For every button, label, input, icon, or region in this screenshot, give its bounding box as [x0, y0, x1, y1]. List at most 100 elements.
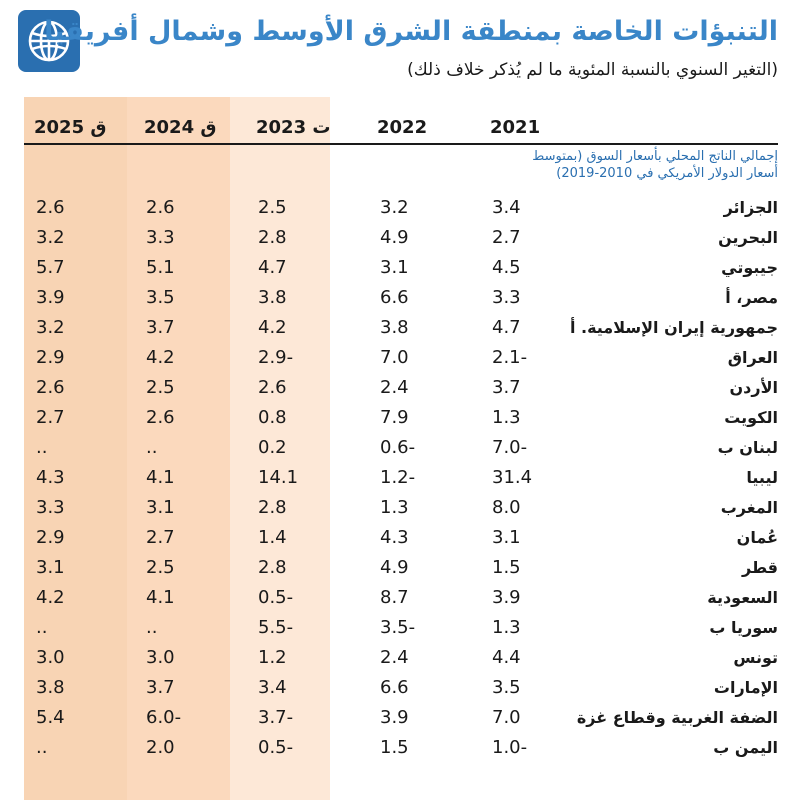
value-2023: 2.6: [258, 377, 287, 398]
country-name: البحرين: [718, 228, 778, 247]
table-row: 2.7 2.6 0.8 7.9 1.3 الكويت: [0, 403, 800, 433]
value-2022: 6.6: [380, 287, 409, 308]
value-2025: 4.2: [36, 587, 65, 608]
value-2022: 7.9: [380, 407, 409, 428]
value-2025: ..: [36, 437, 48, 458]
value-2024: 2.5: [146, 377, 175, 398]
value-2021: 31.4: [492, 467, 533, 488]
value-2021: 1.5: [492, 557, 521, 578]
value-2021: 3.3: [492, 287, 521, 308]
value-2023: 2.8: [258, 227, 287, 248]
value-2023: 14.1: [258, 467, 299, 488]
table-row: 2.9 2.7 1.4 4.3 3.1 عُمان: [0, 523, 800, 553]
value-2024: 5.1: [146, 257, 175, 278]
country-name: العراق: [727, 348, 778, 367]
country-name: تونس: [733, 648, 778, 667]
value-2024: 4.2: [146, 347, 175, 368]
value-2025: 2.6: [36, 377, 65, 398]
table-row: 3.0 3.0 1.2 2.4 4.4 تونس: [0, 643, 800, 673]
value-2022: 2.4: [380, 647, 409, 668]
value-2022: 4.3: [380, 527, 409, 548]
value-2024: 3.1: [146, 497, 175, 518]
page-title: التنبؤات الخاصة بمنطقة الشرق الأوسط وشما…: [44, 16, 778, 47]
table-row: 2.6 2.6 2.5 3.2 3.4 الجزائر: [0, 193, 800, 223]
value-2023: 4.7: [258, 257, 287, 278]
country-name: لبنان ب: [717, 438, 778, 457]
value-2023: 5.5-: [258, 617, 294, 638]
value-2023: 3.4: [258, 677, 287, 698]
value-2022: 6.6: [380, 677, 409, 698]
value-2025: 3.3: [36, 497, 65, 518]
value-2024: 2.7: [146, 527, 175, 548]
country-name: سوريا ب: [709, 618, 778, 637]
column-header-2025: 2025 ق: [34, 117, 107, 138]
value-2024: 6.0-: [146, 707, 182, 728]
value-2022: 4.9: [380, 227, 409, 248]
value-2025: ..: [36, 737, 48, 758]
value-2025: 3.2: [36, 227, 65, 248]
value-2021: 3.4: [492, 197, 521, 218]
value-2023: 0.8: [258, 407, 287, 428]
value-2022: 3.2: [380, 197, 409, 218]
value-2021: 1.0-: [492, 737, 528, 758]
table-row: 3.3 3.1 2.8 1.3 8.0 المغرب: [0, 493, 800, 523]
value-2021: 1.3: [492, 407, 521, 428]
page-subtitle: (التغير السنوي بالنسبة المئوية ما لم يُذ…: [407, 60, 778, 80]
table-row: 4.3 4.1 14.1 1.2- 31.4 ليبيا: [0, 463, 800, 493]
country-name: ليبيا: [746, 468, 778, 487]
value-2024: ..: [146, 617, 158, 638]
value-2023: 0.5-: [258, 737, 294, 758]
value-2025: 2.9: [36, 527, 65, 548]
table-row: 3.1 2.5 2.8 4.9 1.5 قطر: [0, 553, 800, 583]
country-name: اليمن ب: [713, 738, 778, 757]
value-2021: 4.4: [492, 647, 521, 668]
value-2023: 1.4: [258, 527, 287, 548]
value-2023: 4.2: [258, 317, 287, 338]
table-row: 5.7 5.1 4.7 3.1 4.5 جيبوتي: [0, 253, 800, 283]
table-row: 5.4 6.0- 3.7- 3.9 7.0 الضفة الغربية وقطاع غزة: [0, 703, 800, 733]
value-2021: 7.0: [492, 707, 521, 728]
value-2024: ..: [146, 437, 158, 458]
value-2024: 3.5: [146, 287, 175, 308]
value-2025: 3.9: [36, 287, 65, 308]
value-2021: 1.3: [492, 617, 521, 638]
value-2024: 4.1: [146, 587, 175, 608]
value-2022: 7.0: [380, 347, 409, 368]
country-name: الأردن: [729, 378, 778, 397]
value-2022: 3.1: [380, 257, 409, 278]
value-2022: 0.6-: [380, 437, 416, 458]
country-name: السعودية: [707, 588, 778, 607]
estimate-column-band-2023: [230, 97, 330, 800]
value-2021: 3.5: [492, 677, 521, 698]
value-2021: 4.7: [492, 317, 521, 338]
value-2022: 8.7: [380, 587, 409, 608]
value-2021: 4.5: [492, 257, 521, 278]
value-2024: 3.3: [146, 227, 175, 248]
table-row: 3.9 3.5 3.8 6.6 3.3 مصر، أ: [0, 283, 800, 313]
value-2022: 3.5-: [380, 617, 416, 638]
country-name: الضفة الغربية وقطاع غزة: [576, 708, 778, 727]
value-2022: 3.9: [380, 707, 409, 728]
value-2023: 2.5: [258, 197, 287, 218]
world-bank-logo: [18, 10, 80, 72]
country-name: جمهورية إيران الإسلامية. أ: [569, 318, 778, 337]
table-row: 3.2 3.7 4.2 3.8 4.7 جمهورية إيران الإسلامية. …: [0, 313, 800, 343]
section-label: إجمالي الناتج المحلي بأسعار السوق (بمتوس…: [532, 149, 778, 181]
table-row: .... 5.5- 3.5- 1.3 سوريا ب: [0, 613, 800, 643]
value-2023: 3.7-: [258, 707, 294, 728]
value-2025: ..: [36, 617, 48, 638]
column-header-2021: 2021: [490, 117, 541, 138]
value-2022: 2.4: [380, 377, 409, 398]
value-2025: 5.7: [36, 257, 65, 278]
value-2021: 8.0: [492, 497, 521, 518]
country-name: المغرب: [720, 498, 778, 517]
value-2024: 3.7: [146, 317, 175, 338]
value-2021: 7.0-: [492, 437, 528, 458]
value-2021: 3.9: [492, 587, 521, 608]
value-2025: 2.9: [36, 347, 65, 368]
value-2025: 2.6: [36, 197, 65, 218]
country-name: مصر، أ: [725, 288, 778, 307]
country-name: عُمان: [736, 528, 778, 547]
globe-icon: [28, 20, 70, 62]
value-2023: 1.2: [258, 647, 287, 668]
